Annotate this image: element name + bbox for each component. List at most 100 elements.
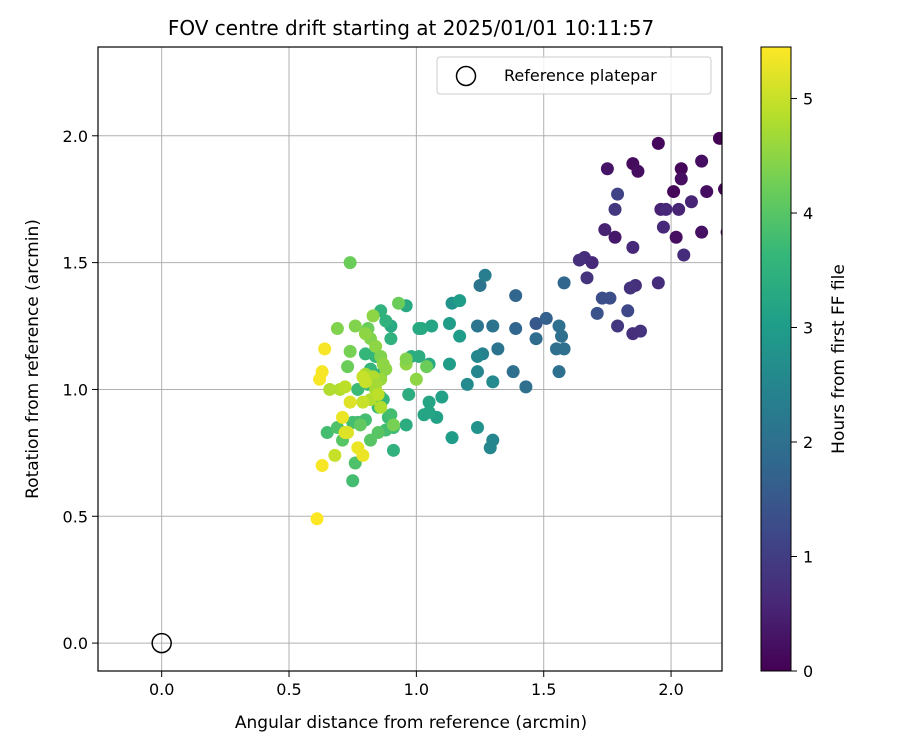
colorbar-tick-label: 4 xyxy=(803,204,813,223)
data-point xyxy=(626,240,640,254)
data-point xyxy=(399,352,413,366)
data-point xyxy=(358,347,372,361)
data-point xyxy=(557,276,571,290)
data-point xyxy=(603,291,617,305)
data-point xyxy=(478,268,492,282)
data-point xyxy=(506,365,520,379)
y-tick-label: 1.5 xyxy=(63,254,88,273)
y-tick-label: 2.0 xyxy=(63,127,88,146)
data-point xyxy=(348,319,362,333)
data-point xyxy=(379,362,393,376)
data-point xyxy=(623,281,637,295)
data-point xyxy=(549,342,563,356)
data-point xyxy=(486,319,500,333)
data-point xyxy=(529,316,543,330)
legend: Reference platepar xyxy=(436,56,712,95)
data-point xyxy=(453,294,467,308)
data-point xyxy=(667,185,681,199)
data-point xyxy=(590,306,604,320)
y-tick-label: 0.5 xyxy=(63,507,88,526)
y-tick-label: 1.0 xyxy=(63,380,88,399)
data-point xyxy=(442,357,456,371)
data-point xyxy=(330,322,344,336)
data-point xyxy=(318,342,332,356)
data-point xyxy=(425,319,439,333)
data-point xyxy=(341,360,355,374)
data-point xyxy=(346,474,360,488)
data-point xyxy=(712,131,722,145)
colorbar-tick-label: 1 xyxy=(803,548,813,567)
data-point xyxy=(509,289,523,303)
data-point xyxy=(409,372,423,386)
data-point xyxy=(343,344,357,358)
data-point xyxy=(491,342,505,356)
colorbar-tick-label: 0 xyxy=(803,662,813,681)
data-point xyxy=(435,390,449,404)
data-point xyxy=(600,162,614,176)
data-point xyxy=(695,154,709,168)
data-point xyxy=(684,195,698,209)
data-point xyxy=(402,388,416,402)
data-point xyxy=(611,187,625,201)
data-point xyxy=(611,319,625,333)
y-tick-label: 0.0 xyxy=(63,634,88,653)
data-point xyxy=(384,332,398,346)
data-point xyxy=(572,253,586,267)
data-point xyxy=(369,339,383,353)
colorbar xyxy=(760,46,792,672)
data-point xyxy=(412,349,426,363)
data-point xyxy=(552,365,566,379)
x-tick-label: 0.0 xyxy=(149,680,174,699)
data-point xyxy=(369,377,383,391)
x-tick-label: 1.0 xyxy=(404,680,429,699)
data-point xyxy=(656,220,670,234)
data-point xyxy=(442,316,456,330)
data-point xyxy=(313,372,327,386)
data-point xyxy=(414,322,428,336)
data-point xyxy=(323,382,337,396)
data-point xyxy=(422,395,436,409)
data-point xyxy=(529,332,543,346)
colorbar-tick-label: 5 xyxy=(803,90,813,109)
data-point xyxy=(486,375,500,389)
data-point xyxy=(328,448,342,462)
data-point xyxy=(384,408,398,422)
data-point xyxy=(718,183,722,196)
data-point xyxy=(417,408,431,422)
colorbar-label: Hours from first FF file xyxy=(829,264,849,454)
y-axis-label: Rotation from reference (arcmin) xyxy=(23,219,43,499)
data-point xyxy=(453,329,467,343)
y-axis-ticks: 0.0 0.5 1.0 1.5 2.0 xyxy=(63,127,98,653)
data-point xyxy=(371,426,385,440)
data-point xyxy=(470,365,484,379)
legend-label: Reference platepar xyxy=(504,66,657,85)
data-point xyxy=(473,278,487,292)
scatter-points xyxy=(310,131,722,526)
data-point xyxy=(320,426,334,440)
data-point xyxy=(669,230,683,244)
x-tick-label: 0.5 xyxy=(276,680,301,699)
data-point xyxy=(358,375,372,389)
data-point xyxy=(677,248,691,262)
data-point xyxy=(386,443,400,457)
data-point xyxy=(460,377,474,391)
data-point xyxy=(371,388,385,402)
data-point xyxy=(659,202,673,216)
grid-lines xyxy=(98,47,722,671)
chart-title: FOV centre drift starting at 2025/01/01 … xyxy=(168,16,654,40)
data-point xyxy=(672,202,686,216)
x-tick-label: 2.0 xyxy=(658,680,683,699)
data-point xyxy=(386,418,400,432)
data-point xyxy=(353,418,367,432)
plot-frame xyxy=(97,46,723,672)
data-point xyxy=(336,410,350,424)
legend-marker-icon xyxy=(455,65,477,87)
data-point xyxy=(392,296,406,310)
data-point xyxy=(509,322,523,336)
data-point xyxy=(470,420,484,434)
data-point xyxy=(674,162,688,176)
x-tick-label: 1.5 xyxy=(531,680,556,699)
data-point xyxy=(674,172,688,186)
data-point xyxy=(374,400,388,414)
data-point xyxy=(379,314,393,328)
